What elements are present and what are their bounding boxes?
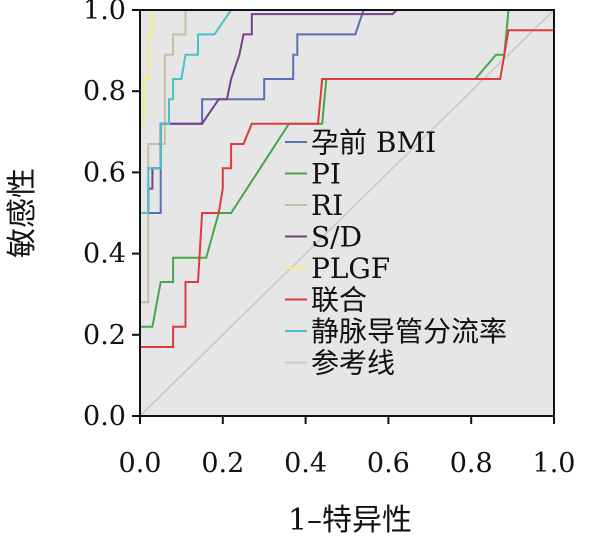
- y-tick-label: 0.8: [83, 76, 126, 107]
- series-layer: [139, 9, 555, 417]
- y-tick-label: 0.2: [83, 320, 126, 351]
- x-tick-label: 0.4: [284, 448, 327, 479]
- roc-curve-6: [140, 9, 554, 214]
- x-tick-label: 0.0: [119, 448, 162, 479]
- legend-label: 联合: [311, 284, 367, 317]
- y-tick-label: 1.0: [83, 0, 126, 26]
- roc-curve-5: [140, 29, 554, 348]
- legend-label: PLGF: [311, 252, 390, 285]
- roc-curve-3: [140, 9, 554, 214]
- y-axis-title: 敏感性: [5, 168, 40, 258]
- plot-frame: [139, 9, 555, 417]
- legend-label: 静脉导管分流率: [311, 315, 507, 348]
- legend-label: PI: [311, 158, 341, 191]
- y-tick-label: 0.4: [83, 239, 126, 270]
- y-tick-label: 0.0: [83, 401, 126, 432]
- reference-line: [139, 9, 555, 417]
- x-tick-label: 1.0: [533, 448, 576, 479]
- x-tick-label: 0.2: [201, 448, 244, 479]
- x-tick-label: 0.6: [367, 448, 410, 479]
- roc-curve-2: [140, 9, 554, 304]
- legend-label: 参考线: [311, 347, 395, 380]
- y-tick-label: 0.6: [83, 157, 126, 188]
- legend-label: RI: [311, 189, 343, 222]
- legend-label: S/D: [311, 221, 362, 254]
- legend-label: 孕前 BMI: [311, 126, 436, 159]
- roc-curve-4: [140, 9, 554, 125]
- x-tick-label: 0.8: [450, 448, 493, 479]
- roc-curve-1: [140, 9, 554, 328]
- x-axis-title: 1–特异性: [288, 503, 412, 538]
- ticks-layer: 0.0 0.2 0.4 0.6 0.8 1.0 0.0 0.2 0.4 0.6 0.8 1.0: [83, 0, 575, 479]
